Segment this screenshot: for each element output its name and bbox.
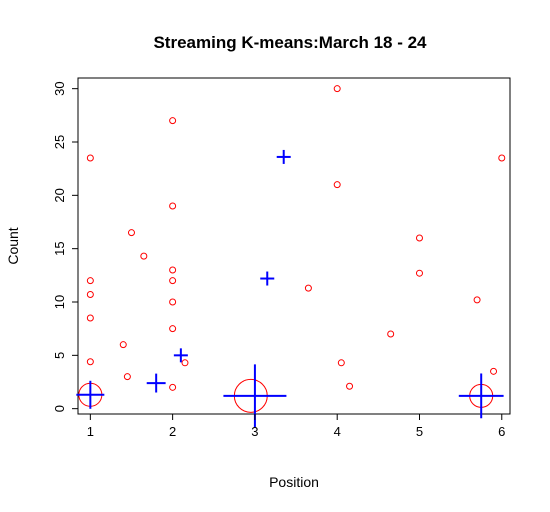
- data-point: [86, 314, 94, 322]
- x-tick-label: 3: [251, 424, 258, 439]
- plot-frame: [77, 77, 511, 415]
- y-tick-label: 5: [52, 352, 67, 359]
- data-point: [387, 330, 395, 338]
- cluster-center: [146, 373, 166, 393]
- data-point: [123, 373, 131, 381]
- data-point: [169, 277, 177, 285]
- x-tick-label: 1: [87, 424, 94, 439]
- data-point: [333, 85, 341, 93]
- data-point: [490, 367, 498, 375]
- data-point: [119, 341, 127, 349]
- y-tick-label: 30: [52, 81, 67, 95]
- data-point: [86, 358, 94, 366]
- y-axis-label: Count: [5, 227, 21, 264]
- data-point: [169, 298, 177, 306]
- data-point: [169, 117, 177, 125]
- y-tick-label: 25: [52, 135, 67, 149]
- plot-marks: [76, 85, 506, 428]
- data-point: [169, 266, 177, 274]
- x-tick-label: 4: [334, 424, 341, 439]
- cluster-center: [276, 149, 291, 164]
- y-tick-label: 10: [52, 295, 67, 309]
- cluster-center: [458, 373, 504, 419]
- cluster-center: [173, 348, 188, 363]
- data-point: [86, 291, 94, 299]
- data-point: [498, 154, 506, 162]
- cluster-center: [76, 380, 105, 409]
- data-point: [333, 181, 341, 189]
- data-point: [140, 252, 148, 260]
- data-point: [86, 154, 94, 162]
- x-tick-label: 5: [416, 424, 423, 439]
- data-point: [304, 284, 312, 292]
- cluster-center: [260, 271, 275, 286]
- data-point: [473, 296, 481, 304]
- chart-title: Streaming K-means:March 18 - 24: [153, 33, 427, 52]
- x-tick-label: 6: [498, 424, 505, 439]
- data-point: [337, 359, 345, 367]
- y-tick-label: 20: [52, 188, 67, 202]
- data-point: [127, 229, 135, 237]
- data-point: [415, 269, 423, 277]
- x-axis-label: Position: [269, 474, 319, 490]
- data-point: [181, 359, 189, 367]
- data-point: [169, 325, 177, 333]
- y-tick-label: 15: [52, 241, 67, 255]
- y-tick-label: 0: [52, 405, 67, 412]
- data-point: [169, 383, 177, 391]
- x-tick-label: 2: [169, 424, 176, 439]
- data-point: [86, 277, 94, 285]
- data-point: [346, 382, 354, 390]
- data-point: [415, 234, 423, 242]
- data-point: [169, 202, 177, 210]
- axes: 1 2 3 4 5 6 0 5 10 15 20 25 30: [52, 81, 505, 439]
